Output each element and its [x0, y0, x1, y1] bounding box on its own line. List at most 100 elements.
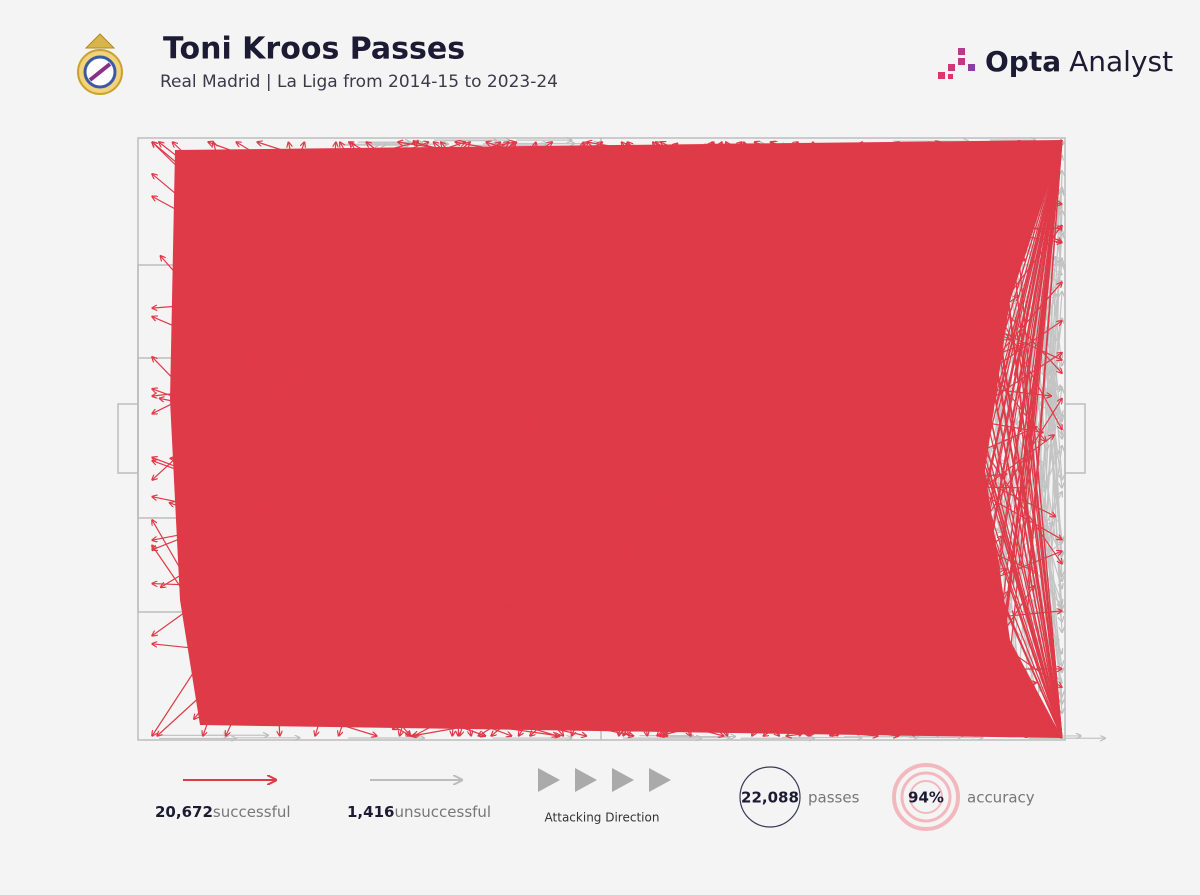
direction-label: Attacking Direction [545, 811, 660, 825]
successful-pass [236, 395, 264, 521]
successful-pass [993, 622, 1063, 739]
successful-pass [704, 284, 859, 410]
successful-pass [491, 295, 523, 421]
pass-arrows [152, 140, 1105, 738]
successful-pass [652, 353, 779, 554]
successful-pass [723, 533, 831, 614]
successful-pass [702, 512, 764, 704]
successful-pass [217, 302, 386, 445]
successful-pass [577, 353, 591, 543]
successful-pass [506, 355, 512, 511]
successful-pass [767, 142, 862, 259]
successful-pass [755, 489, 963, 541]
successful-pass [508, 641, 561, 711]
successful-pass [792, 441, 863, 541]
successful-pass [297, 502, 322, 659]
passes-count: 22,088 [741, 789, 799, 807]
successful-pass [774, 498, 951, 539]
successful-pass [604, 237, 842, 259]
successful-pass [450, 440, 603, 619]
accuracy-rings [892, 763, 960, 831]
successful-pass [483, 701, 633, 736]
successful-pass [378, 513, 465, 567]
successful-pass [443, 613, 513, 715]
successful-pass [152, 584, 272, 589]
successful-pass [265, 497, 355, 576]
successful-pass [222, 377, 321, 582]
successful-pass [308, 278, 382, 344]
successful-pass [510, 219, 576, 424]
successful-pass [249, 385, 251, 584]
successful-pass [877, 332, 1004, 463]
successful-pass [191, 223, 331, 330]
successful-pass [695, 386, 697, 473]
successful-pass [766, 227, 905, 270]
successful-pass [951, 139, 1063, 173]
successful-pass [315, 603, 357, 736]
successful-pass [340, 142, 407, 256]
successful-pass [808, 372, 866, 440]
successful-pass [528, 143, 677, 277]
successful-pass [301, 528, 411, 592]
successful-pass [400, 583, 443, 736]
successful-pass [333, 547, 417, 566]
successful-pass [721, 285, 775, 318]
successful-pass [861, 618, 963, 736]
successful-pass [952, 539, 980, 617]
successful-pass [294, 182, 365, 316]
successful-pass [690, 142, 714, 211]
successful-pass [768, 300, 921, 437]
successful-pass [462, 241, 477, 317]
successful-pass [1010, 139, 1063, 269]
successful-pass [619, 245, 685, 384]
successful-pass [339, 193, 442, 358]
successful-pass [215, 582, 235, 641]
brand-logo [938, 48, 975, 79]
successful-pass [459, 275, 492, 381]
successful-pass [501, 395, 619, 511]
successful-pass [458, 696, 460, 736]
successful-pass [825, 196, 970, 352]
successful-pass [855, 582, 957, 624]
successful-pass [617, 454, 689, 514]
successful-pass [736, 326, 940, 414]
successful-pass [851, 344, 1024, 410]
successful-pass [500, 406, 578, 525]
successful-pass [365, 311, 506, 404]
successful-pass [1004, 171, 1063, 739]
successful-pass [244, 142, 429, 211]
successful-pass [235, 292, 339, 350]
successful-pass [748, 611, 807, 682]
successful-pass [441, 142, 465, 171]
successful-pass [606, 191, 764, 318]
successful-pass [984, 620, 1063, 739]
successful-pass [152, 545, 233, 663]
successful-pass [620, 206, 629, 313]
successful-pass [539, 177, 547, 416]
successful-pass [709, 183, 763, 371]
successful-pass [181, 256, 309, 281]
successful-pass [609, 380, 830, 398]
successful-pass [668, 452, 696, 564]
successful-pass [497, 561, 567, 678]
successful-pass [857, 151, 978, 236]
successful-pass [524, 256, 704, 355]
successful-pass [684, 471, 713, 547]
successful-pass [488, 497, 533, 656]
successful-pass [615, 468, 808, 534]
successful-pass [157, 590, 317, 736]
successful-pass [872, 460, 956, 521]
successful-pass [789, 576, 866, 596]
successful-pass [956, 586, 1034, 705]
successful-pass [339, 482, 414, 517]
successful-pass [355, 158, 401, 216]
successful-pass [363, 302, 412, 379]
successful-pass [275, 142, 305, 223]
successful-pass [415, 681, 543, 709]
successful-pass [906, 226, 957, 357]
successful-pass [480, 484, 591, 542]
successful-pass [708, 393, 753, 485]
successful-pass [718, 154, 884, 236]
successful-pass [858, 504, 957, 626]
successful-pass [388, 198, 519, 290]
